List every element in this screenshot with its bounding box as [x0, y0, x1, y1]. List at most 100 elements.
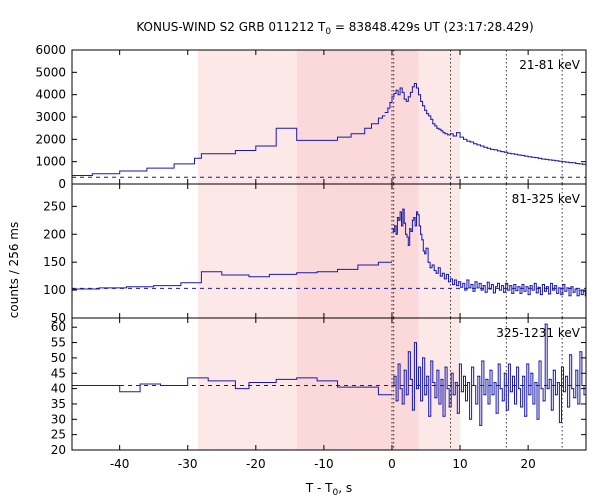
data-point — [547, 293, 550, 295]
chart-title: KONUS-WIND S2 GRB 011212 T0 = 83848.429s… — [136, 20, 533, 37]
data-point — [479, 145, 482, 147]
data-point — [503, 291, 505, 293]
data-point — [391, 96, 393, 98]
data-point — [438, 403, 440, 405]
data-point — [547, 159, 550, 161]
shaded-region — [197, 50, 297, 184]
data-point — [484, 291, 486, 293]
data-point — [398, 219, 400, 221]
data-point — [558, 160, 560, 162]
data-point — [560, 366, 563, 368]
data-point — [476, 144, 478, 146]
data-point — [424, 394, 426, 396]
data-point — [452, 135, 454, 137]
data-point — [469, 141, 471, 143]
data-point — [482, 285, 484, 287]
y-tick-label: 0 — [58, 177, 66, 191]
y-tick-label: 4000 — [35, 88, 66, 102]
data-point — [582, 290, 584, 292]
y-tick-label: 5000 — [35, 65, 66, 79]
data-point — [552, 369, 554, 371]
data-point — [509, 285, 511, 287]
data-point — [384, 111, 386, 114]
data-point — [580, 293, 582, 296]
data-point — [449, 278, 452, 280]
data-point — [473, 143, 475, 145]
data-point — [541, 283, 544, 286]
data-point — [389, 101, 391, 104]
data-point — [564, 290, 566, 292]
data-point — [417, 214, 419, 216]
data-point — [399, 87, 401, 89]
data-point — [519, 292, 521, 295]
data-point — [407, 244, 409, 247]
x-tick-label: 10 — [452, 457, 467, 471]
data-point — [411, 86, 413, 88]
x-tick-label: -30 — [178, 457, 198, 471]
data-point — [569, 354, 571, 356]
data-point — [503, 372, 505, 374]
data-point — [407, 351, 409, 353]
data-point — [536, 418, 538, 420]
data-point — [537, 286, 539, 288]
data-point — [570, 286, 572, 288]
data-point — [433, 269, 435, 272]
data-point — [485, 378, 487, 380]
data-point — [567, 406, 569, 408]
data-point — [518, 388, 520, 390]
data-point — [409, 228, 411, 230]
data-point — [447, 281, 450, 283]
data-point — [447, 134, 449, 136]
data-point — [492, 292, 495, 294]
data-point — [558, 421, 561, 423]
data-point — [496, 282, 499, 284]
data-point — [403, 369, 405, 371]
hires-series — [385, 83, 587, 165]
data-point — [402, 208, 404, 210]
data-point — [454, 279, 456, 281]
data-point — [525, 286, 527, 288]
data-point — [551, 159, 553, 161]
xlabel-prefix: T - T — [305, 481, 333, 495]
data-point — [562, 391, 565, 393]
data-point — [544, 323, 546, 325]
y-tick-label: 2000 — [35, 132, 66, 146]
data-point — [538, 360, 540, 362]
data-point — [415, 211, 418, 213]
data-point — [477, 375, 479, 377]
xlabel-suffix: , s — [338, 481, 352, 495]
data-point — [405, 394, 407, 396]
data-point — [499, 388, 501, 390]
data-point — [417, 366, 420, 368]
data-point — [399, 211, 401, 213]
data-point — [396, 216, 399, 219]
data-point — [522, 375, 524, 377]
data-point — [556, 292, 558, 295]
data-point — [549, 282, 552, 284]
data-point — [432, 381, 434, 384]
y-tick-label: 20 — [51, 443, 66, 457]
data-point — [392, 230, 394, 233]
y-tick-label: 60 — [51, 320, 66, 334]
data-point — [491, 394, 493, 396]
data-point — [495, 412, 497, 414]
data-point — [409, 91, 411, 94]
data-point — [576, 295, 578, 297]
data-point — [413, 82, 416, 85]
data-point — [558, 287, 560, 289]
data-point — [427, 261, 429, 263]
data-point — [464, 289, 466, 291]
data-point — [583, 394, 585, 396]
data-point — [481, 360, 483, 362]
data-point — [535, 292, 537, 294]
data-point — [404, 233, 407, 235]
data-point — [441, 272, 443, 274]
data-point — [520, 406, 522, 408]
data-point — [397, 363, 399, 365]
data-point — [468, 418, 471, 420]
data-point — [575, 162, 577, 165]
data-point — [444, 366, 446, 368]
data-point — [432, 123, 434, 125]
data-point — [531, 289, 533, 291]
